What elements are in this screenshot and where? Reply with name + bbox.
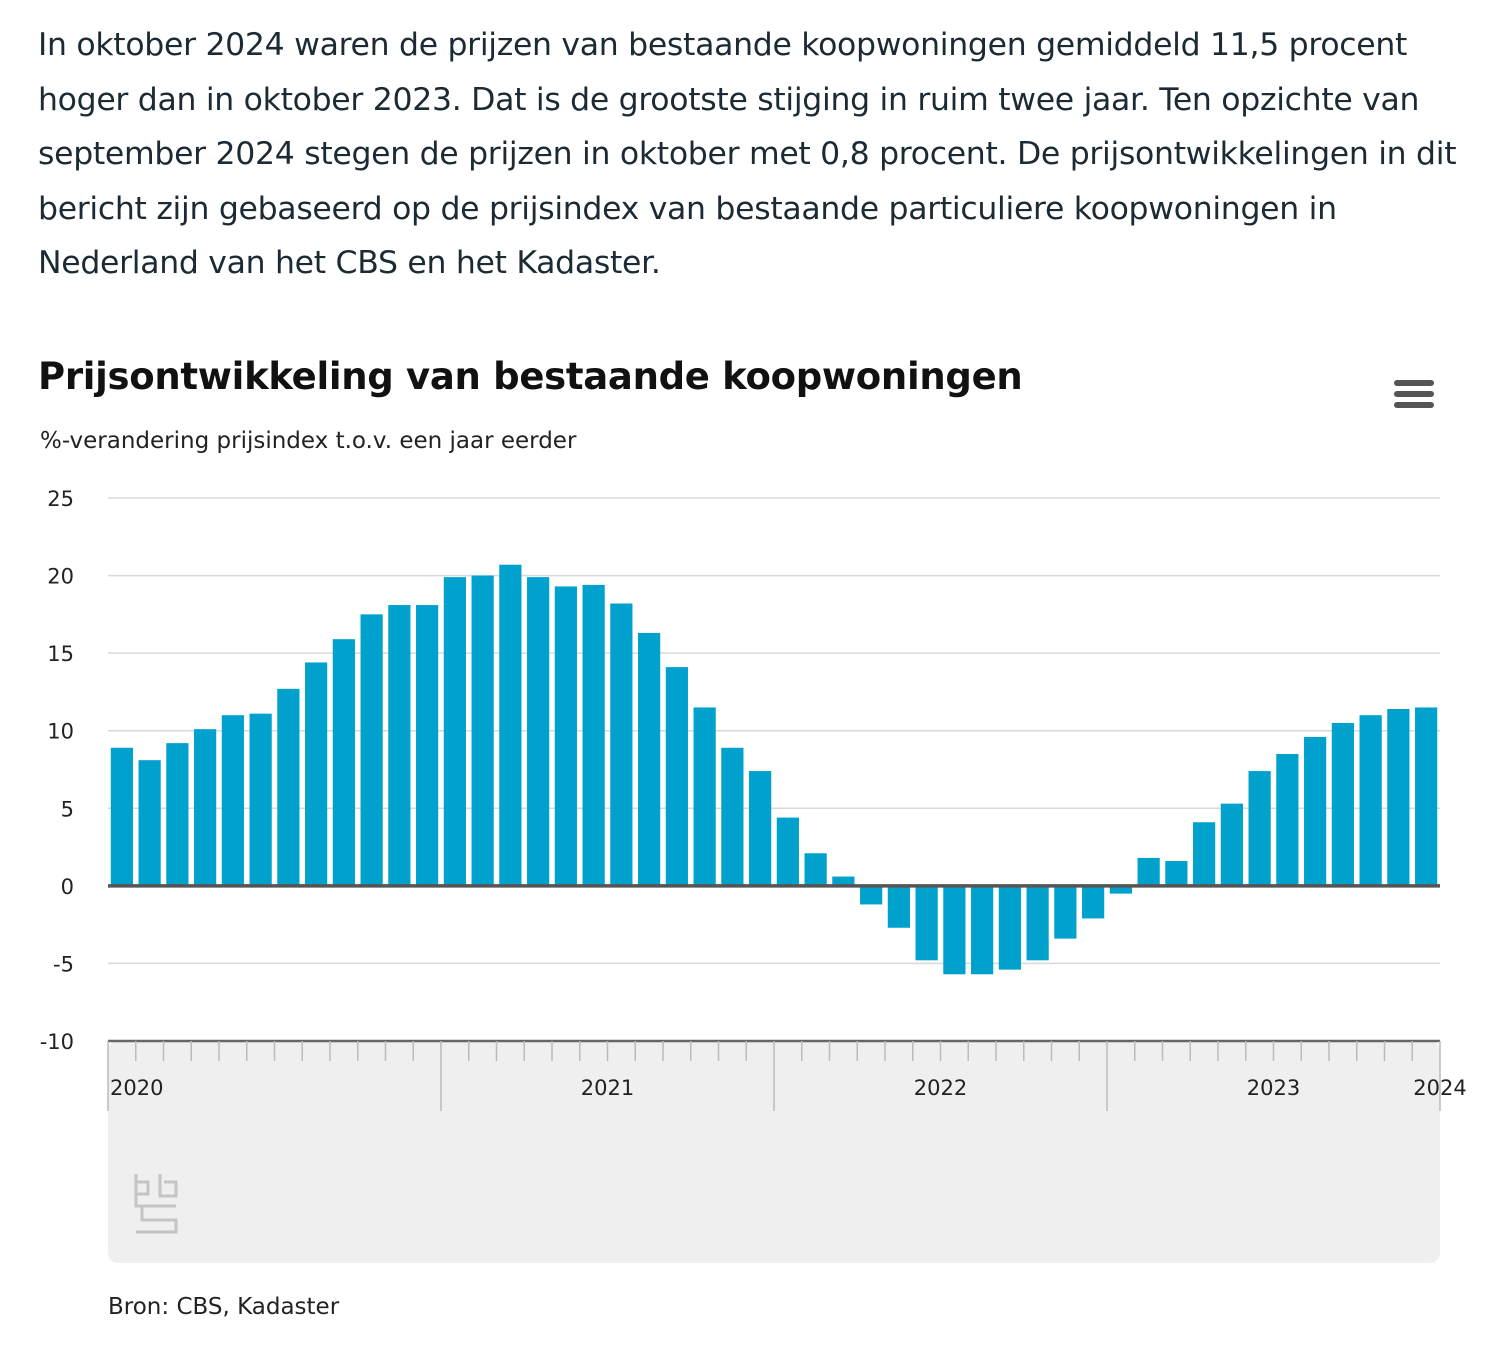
bar[interactable] [943,885,966,975]
bar[interactable] [860,885,883,905]
menu-line-icon [1394,391,1434,397]
bar[interactable] [1331,722,1354,886]
bar[interactable] [443,577,466,886]
bar[interactable] [1109,885,1132,894]
bar[interactable] [638,632,661,886]
bar[interactable] [221,715,244,886]
bars [110,564,1438,975]
bar[interactable] [887,885,910,928]
bar[interactable] [499,564,522,886]
bar[interactable] [1082,885,1105,919]
menu-line-icon [1394,380,1434,386]
bar[interactable] [776,817,799,886]
bar[interactable] [1415,707,1438,886]
bar[interactable] [1193,822,1216,886]
bar[interactable] [166,743,189,886]
source-note: Bron: CBS, Kadaster [108,1294,340,1320]
bar[interactable] [998,885,1021,970]
bar[interactable] [1304,736,1327,886]
x-tick-label: 2024 [1413,1076,1466,1100]
bar[interactable] [388,605,411,886]
y-tick-label: 5 [61,797,74,821]
x-axis-ticks: 2020 2021 2022 2023 2024 [107,1041,1467,1111]
bar[interactable] [721,747,744,886]
bar[interactable] [693,707,716,886]
y-axis-ticks: 25 20 15 10 5 0 -5 -10 [40,487,74,1054]
x-tick-label: 2021 [581,1076,634,1100]
bar[interactable] [138,760,161,886]
bar[interactable] [194,729,217,886]
bar[interactable] [832,876,855,886]
gridlines [108,497,1440,965]
bar[interactable] [416,605,439,886]
y-tick-label: -5 [53,952,74,976]
chart-title: Prijsontwikkeling van bestaande koopwoni… [38,355,1023,398]
intro-paragraph: In oktober 2024 waren de prijzen van bes… [38,27,1457,281]
bar[interactable] [1026,885,1049,961]
bar[interactable] [1359,715,1382,886]
bar[interactable] [1276,753,1299,886]
y-tick-label: 25 [47,487,74,511]
x-tick-label: 2022 [914,1076,967,1100]
bar[interactable] [305,662,328,886]
bar[interactable] [610,603,633,886]
bar[interactable] [249,713,272,886]
bar[interactable] [332,639,355,886]
y-tick-label: 10 [47,720,74,744]
y-tick-label: 20 [47,565,74,589]
x-tick-label: 2020 [110,1076,163,1100]
bar[interactable] [360,614,383,886]
bar[interactable] [471,575,494,886]
bar[interactable] [749,771,772,886]
chart-subtitle: %-verandering prijsindex t.o.v. een jaar… [40,428,577,454]
bar[interactable] [1248,771,1271,886]
y-tick-label: 15 [47,642,74,666]
bar[interactable] [1387,708,1410,886]
menu-line-icon [1394,402,1434,408]
bar[interactable] [110,747,133,886]
bar[interactable] [1137,857,1160,886]
bar[interactable] [582,584,605,886]
bar[interactable] [277,688,300,886]
bar[interactable] [554,586,577,886]
x-tick-label: 2023 [1247,1076,1300,1100]
bar[interactable] [1054,885,1077,939]
bar[interactable] [1220,803,1243,886]
bar[interactable] [804,853,827,886]
cbs-logo [134,1174,178,1234]
y-tick-label: 0 [61,875,74,899]
y-tick-label: -10 [40,1030,74,1054]
bar[interactable] [665,667,688,886]
hamburger-menu-icon[interactable] [1394,380,1434,412]
bar[interactable] [915,885,938,961]
bar[interactable] [527,577,550,886]
bar[interactable] [1165,861,1188,886]
bar[interactable] [971,885,994,975]
